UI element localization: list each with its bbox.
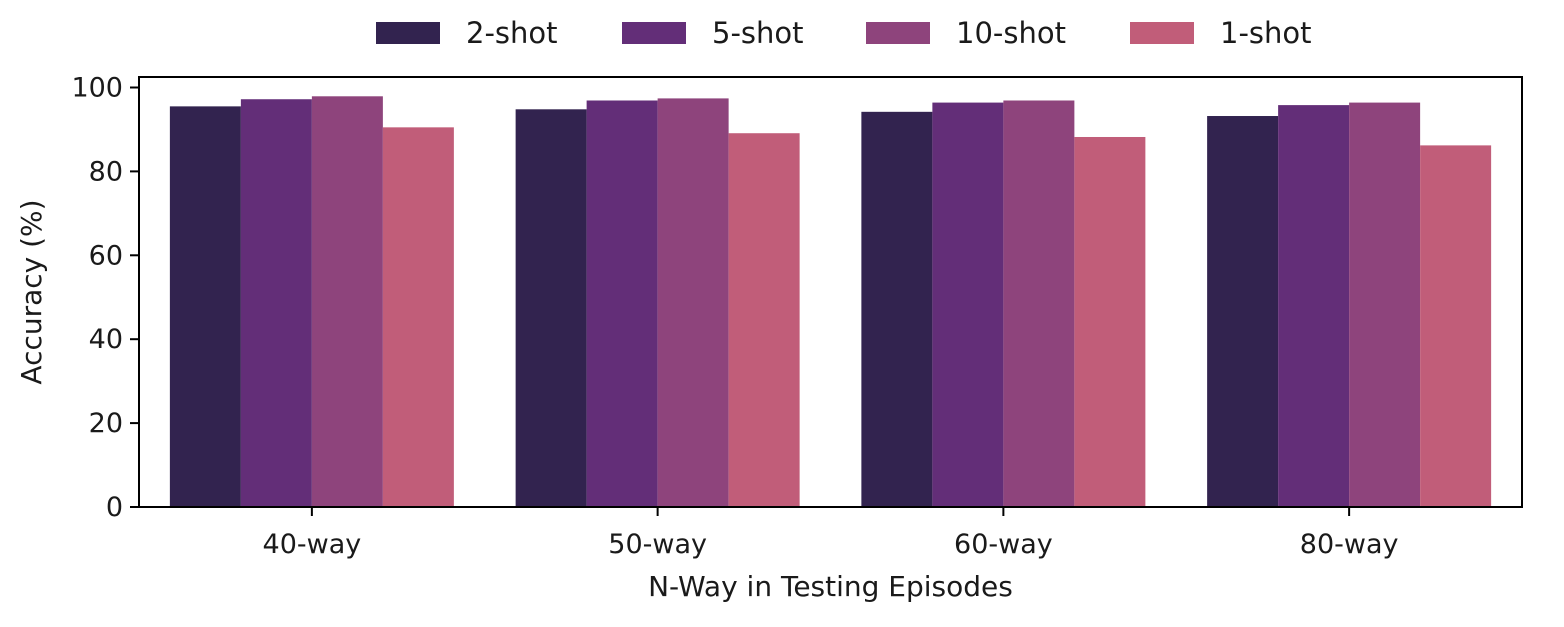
y-tick-label: 100 bbox=[71, 72, 123, 103]
y-tick-label: 80 bbox=[89, 156, 123, 187]
bar-1-shot-60-way bbox=[1074, 136, 1146, 508]
y-axis: 0 20 40 60 80 100 bbox=[71, 72, 139, 523]
y-axis-title: Accuracy (%) bbox=[15, 199, 48, 384]
legend-swatch bbox=[1130, 22, 1194, 44]
y-tick-label: 20 bbox=[89, 408, 123, 439]
legend-label: 2-shot bbox=[466, 16, 558, 50]
legend-swatch bbox=[622, 22, 686, 44]
y-tick-label: 60 bbox=[89, 240, 123, 271]
bar-2-shot-80-way bbox=[1207, 116, 1279, 507]
bar-2-shot-40-way bbox=[169, 106, 241, 508]
bar-10-shot-80-way bbox=[1349, 102, 1421, 507]
legend-label: 1-shot bbox=[1220, 16, 1312, 50]
x-tick-label: 50-way bbox=[608, 529, 707, 560]
bar-5-shot-80-way bbox=[1278, 105, 1350, 508]
legend-swatch bbox=[376, 22, 440, 44]
y-tick-label: 40 bbox=[89, 324, 123, 355]
x-tick-label: 60-way bbox=[954, 529, 1053, 560]
legend-label: 10-shot bbox=[956, 16, 1066, 50]
legend-item-1-shot: 1-shot bbox=[1130, 16, 1312, 50]
x-axis-title: N-Way in Testing Episodes bbox=[648, 570, 1013, 603]
bar-5-shot-50-way bbox=[586, 100, 658, 508]
x-axis: 40-way 50-way 60-way 80-way bbox=[263, 507, 1399, 560]
legend-label: 5-shot bbox=[712, 16, 804, 50]
x-tick-label: 40-way bbox=[263, 529, 362, 560]
bar-5-shot-40-way bbox=[240, 99, 312, 508]
bar-5-shot-60-way bbox=[932, 102, 1004, 507]
plot-frame bbox=[138, 76, 1523, 508]
bar-1-shot-40-way bbox=[382, 127, 454, 507]
legend-swatch bbox=[866, 22, 930, 44]
legend-item-2-shot: 2-shot bbox=[376, 16, 558, 50]
bar-10-shot-40-way bbox=[311, 96, 383, 508]
bar-10-shot-50-way bbox=[657, 98, 729, 508]
bar-1-shot-50-way bbox=[728, 133, 800, 507]
bar-2-shot-60-way bbox=[861, 111, 933, 507]
bars-group bbox=[169, 96, 1492, 508]
legend-item-10-shot: 10-shot bbox=[866, 16, 1066, 50]
bar-2-shot-50-way bbox=[515, 109, 587, 508]
bar-1-shot-80-way bbox=[1420, 145, 1492, 507]
legend: 2-shot 5-shot 10-shot 1-shot bbox=[376, 16, 1312, 50]
y-tick-label: 0 bbox=[106, 492, 123, 523]
legend-item-5-shot: 5-shot bbox=[622, 16, 804, 50]
x-tick-label: 80-way bbox=[1300, 529, 1399, 560]
bar-10-shot-60-way bbox=[1003, 100, 1075, 508]
